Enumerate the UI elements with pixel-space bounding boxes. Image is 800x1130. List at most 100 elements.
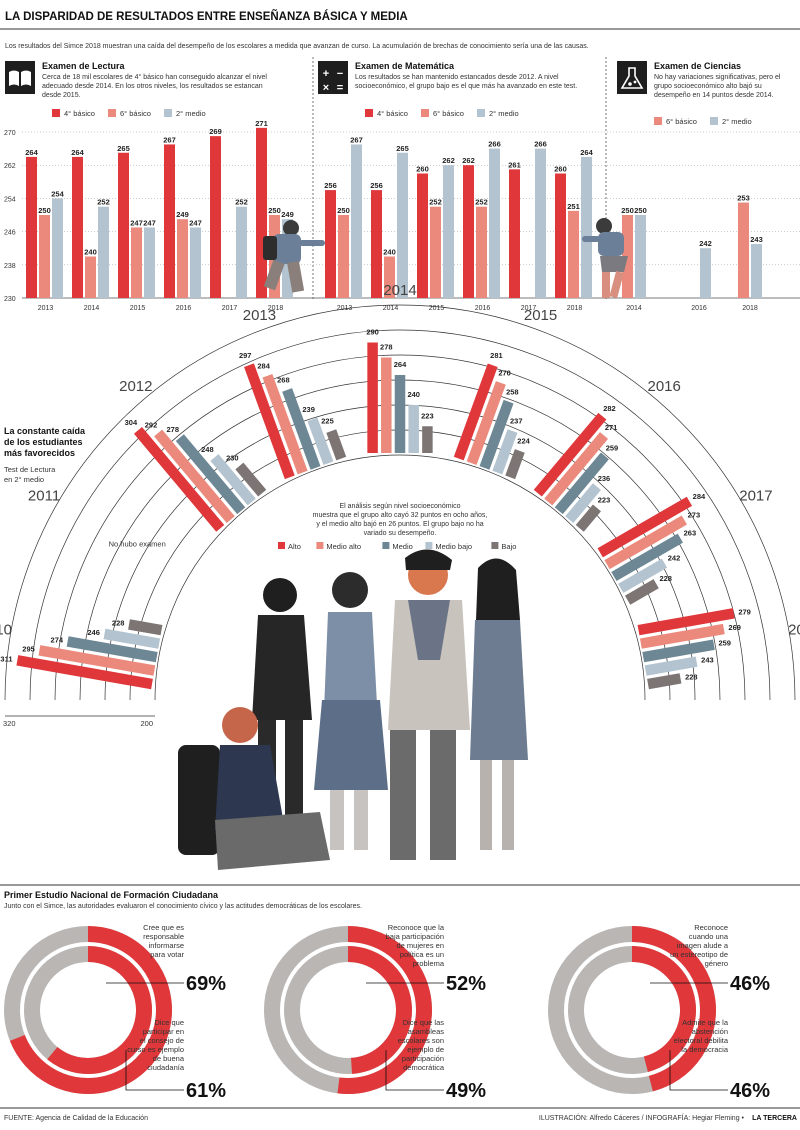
data-label: 269 <box>209 127 222 136</box>
data-label: 228 <box>112 618 125 627</box>
bar <box>476 206 487 298</box>
x-tick-label: 2013 <box>337 305 353 312</box>
data-label: 262 <box>462 156 475 165</box>
bar <box>177 219 188 298</box>
data-label: 249 <box>176 210 189 219</box>
radial-bar <box>597 496 693 558</box>
radial-legend-item: Medio alto <box>316 542 361 551</box>
panel-title: Examen de Lectura <box>42 61 126 71</box>
data-label: 268 <box>277 376 290 385</box>
radial-group-2017: 2017 284 273 263 242 228 <box>597 488 773 605</box>
plus-glyph: + <box>323 68 329 80</box>
inner-leader <box>125 1050 184 1091</box>
legend-swatch <box>278 542 285 549</box>
bar <box>535 148 546 298</box>
x-tick-label: 2016 <box>475 305 491 312</box>
legend-label: 4° básico <box>377 109 408 118</box>
data-label: 240 <box>383 248 396 257</box>
data-label: 260 <box>416 165 429 174</box>
outer-percent: 52% <box>446 973 486 995</box>
bar <box>738 202 749 298</box>
radial-bar <box>154 429 235 523</box>
y-tick-label: 246 <box>4 230 16 237</box>
data-label: 242 <box>699 239 712 248</box>
radial-bar <box>479 399 514 470</box>
legend-swatch <box>710 117 718 125</box>
radial-title-line1: La constante caída <box>4 426 86 436</box>
outer-text-line: informarse <box>149 941 184 950</box>
inner-text-line: participación <box>402 1054 444 1063</box>
pushing-student-illustration <box>582 218 628 299</box>
legend-item: 2° medio <box>710 117 752 126</box>
year-label: 2016 <box>647 378 680 395</box>
legend-swatch <box>654 117 662 125</box>
outer-text-line: política es un <box>400 950 444 959</box>
radial-legend-item: Medio bajo <box>425 542 472 551</box>
radial-bar <box>282 388 321 470</box>
footer-credits: ILUSTRACIÓN: Alfredo Cáceres / INFOGRAFÍ… <box>539 1113 745 1122</box>
radial-bar <box>644 656 698 676</box>
legend-swatch <box>52 109 60 117</box>
radial-bar <box>66 636 158 663</box>
book-left-page <box>9 70 19 86</box>
panel-matematica: + −× = Examen de Matemática Los resultados s… <box>318 61 577 118</box>
icon-box <box>318 61 348 94</box>
data-label: 252 <box>97 198 110 207</box>
outer-text-line: Reconoce <box>694 923 728 932</box>
data-label: 252 <box>429 198 442 207</box>
panel-headers: Examen de Lectura Cerca de 18 mil escolar… <box>5 57 781 300</box>
data-label: 271 <box>255 119 268 128</box>
outer-text-line: imagen alude a <box>677 941 729 950</box>
legend-label: 6° básico <box>120 109 151 118</box>
legend-label: 4° básico <box>64 109 95 118</box>
y-tick-label: 270 <box>4 130 16 137</box>
legend-item: 6° básico <box>421 109 464 118</box>
outer-text-line: un estereotipo de <box>670 950 728 959</box>
year-label: 2013 <box>243 307 276 324</box>
bubble <box>633 80 637 84</box>
bar <box>700 248 711 298</box>
standing-student-girl-left <box>314 572 388 850</box>
inner-text-line: electoral debilita <box>674 1036 729 1045</box>
guide-arc <box>54 354 746 701</box>
data-label: 243 <box>701 656 714 665</box>
year-label: 2010 <box>0 622 12 639</box>
legend-item: 6° básico <box>654 117 697 126</box>
data-label: 265 <box>396 144 409 153</box>
year-label: 2015 <box>524 307 557 324</box>
data-label: 273 <box>688 511 701 520</box>
legend-swatch <box>365 109 373 117</box>
radial-bar <box>492 429 518 475</box>
data-label: 237 <box>510 417 523 426</box>
data-label: 223 <box>598 495 611 504</box>
data-label: 264 <box>394 360 407 369</box>
inner-text-line: de buena <box>153 1054 185 1063</box>
radial-bar <box>639 623 725 649</box>
panel-desc-line: grupo socioeconómico alto bajó su <box>654 83 762 90</box>
year-label: 2011 <box>28 488 60 505</box>
bar <box>338 215 349 298</box>
radial-group-2016: 2016 282 271 259 236 223 <box>533 378 681 532</box>
inner-text-line: curso es ejemplo <box>127 1045 184 1054</box>
data-label: 223 <box>421 411 434 420</box>
radial-group-2011: 2011 No hubo examen <box>28 488 166 549</box>
top-bar-charts: 2302382462542622702642502542013264240252… <box>4 119 800 312</box>
panel-ciencias: Examen de Ciencias No hay variaciones sig… <box>617 61 781 126</box>
bar <box>351 144 362 298</box>
radial-note-line: muestra que el grupo alto cayó 32 puntos… <box>313 512 488 519</box>
guide-arc <box>154 454 646 701</box>
data-label: 292 <box>145 421 158 430</box>
bar <box>52 198 63 298</box>
bottom-subtitle: Junto con el Simce, las autoridades eval… <box>4 903 362 910</box>
bar <box>555 173 566 298</box>
year-label: 2017 <box>739 488 772 505</box>
inner-percent: 49% <box>446 1080 486 1102</box>
y-tick-label: 230 <box>4 296 16 303</box>
x-tick-label: 2016 <box>691 305 707 312</box>
legend-swatch <box>477 109 485 117</box>
year-label: 2018 <box>788 622 800 639</box>
bar <box>131 227 142 298</box>
data-label: 264 <box>71 148 84 157</box>
legend-swatch <box>108 109 116 117</box>
